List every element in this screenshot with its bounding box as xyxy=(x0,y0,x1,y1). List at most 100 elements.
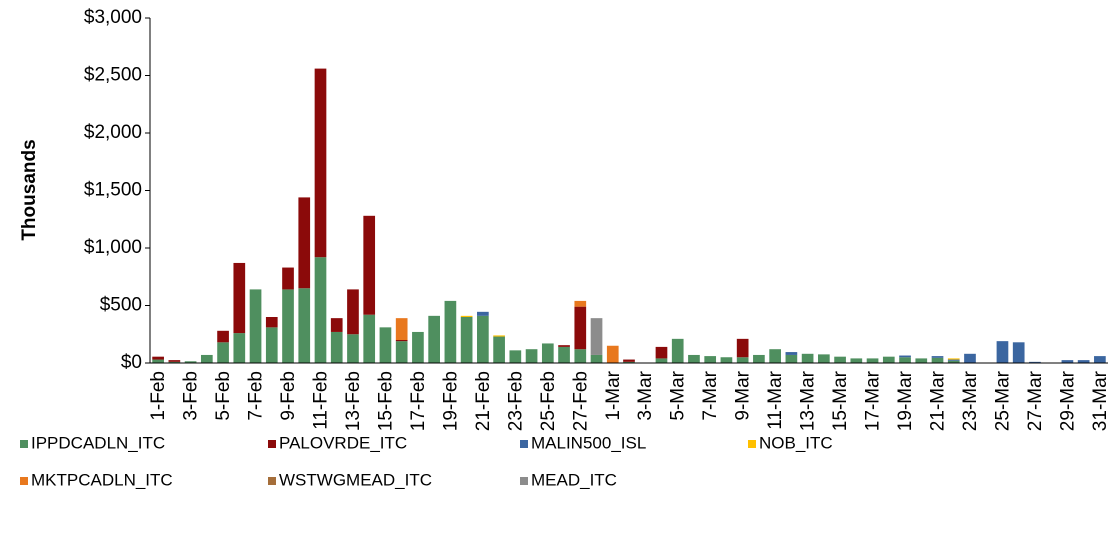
bar-segment xyxy=(412,331,424,363)
y-tick-label: $0 xyxy=(121,352,142,373)
bar-segment xyxy=(899,357,911,363)
x-tick-label: 1-Mar xyxy=(603,370,624,420)
x-tick-label: 25-Feb xyxy=(538,371,559,431)
x-tick-label: 23-Feb xyxy=(505,371,526,431)
legend-label: NOB_ITC xyxy=(759,433,833,452)
legend-label: IPPDCADLN_ITC xyxy=(31,433,165,452)
bar-segment xyxy=(265,317,278,328)
x-tick-label: 23-Mar xyxy=(960,370,981,431)
bar-segment xyxy=(736,338,749,358)
bar-segment xyxy=(996,341,1009,363)
bar-segment xyxy=(493,335,505,337)
bar-segment xyxy=(298,197,311,289)
x-tick-label: 25-Mar xyxy=(992,370,1013,431)
bar-segment xyxy=(152,359,164,363)
x-tick-label: 11-Feb xyxy=(310,371,331,430)
bar-segment xyxy=(460,317,473,363)
bar-segment xyxy=(558,345,570,347)
y-tick-label: $500 xyxy=(100,295,142,316)
bar-segment xyxy=(168,361,181,363)
bar-segment xyxy=(574,306,587,350)
bar-segment xyxy=(623,359,635,362)
x-tick-label: 7-Feb xyxy=(246,371,267,421)
bar-segment xyxy=(850,358,863,363)
bar-segment xyxy=(347,289,359,335)
bar-segment xyxy=(655,346,668,359)
y-tick-label: $3,000 xyxy=(84,7,142,28)
bar-segment xyxy=(282,267,294,290)
legend-label: MKTPCADLN_ITC xyxy=(31,470,173,489)
x-tick-label: 19-Mar xyxy=(895,370,916,431)
bar-segment xyxy=(363,215,376,315)
bar-segment xyxy=(558,346,570,363)
bar-segment xyxy=(606,345,619,363)
y-tick-label: $1,500 xyxy=(84,180,142,201)
bar-segment xyxy=(785,354,798,363)
x-tick-label: 17-Mar xyxy=(863,370,884,431)
bar-segment xyxy=(1077,360,1090,363)
x-tick-label: 21-Mar xyxy=(928,370,949,431)
x-tick-label: 1-Feb xyxy=(148,371,169,421)
legend-swatch xyxy=(748,440,756,448)
x-tick-label: 13-Feb xyxy=(343,371,364,431)
bar-segment xyxy=(314,257,327,363)
bar-segment xyxy=(249,289,262,363)
bar-segment xyxy=(736,357,749,363)
x-tick-label: 27-Feb xyxy=(570,371,591,431)
y-axis-title: Thousands xyxy=(19,139,40,240)
bar-segment xyxy=(947,358,960,360)
bar-segment xyxy=(363,314,376,363)
bar-segment xyxy=(688,354,700,363)
bar-segment xyxy=(947,359,960,361)
bar-segment xyxy=(282,289,294,363)
bar-segment xyxy=(1061,360,1074,363)
bar-segment xyxy=(704,356,717,363)
legend-label: PALOVRDE_ITC xyxy=(279,433,407,452)
bar-segment xyxy=(395,318,408,340)
legend-swatch xyxy=(268,440,276,448)
bar-segment xyxy=(152,356,164,360)
x-tick-label: 17-Feb xyxy=(408,371,429,431)
x-tick-label: 3-Feb xyxy=(181,371,202,421)
bar-segment xyxy=(541,343,554,363)
bar-segment xyxy=(834,356,846,363)
bar-segment xyxy=(1094,356,1106,363)
legend-label: MALIN500_ISL xyxy=(531,433,646,452)
x-tick-label: 5-Mar xyxy=(668,370,689,420)
bar-segment xyxy=(671,338,684,363)
bar-segment xyxy=(818,354,830,363)
bar-segment xyxy=(314,68,327,258)
bar-segment xyxy=(915,358,928,363)
bar-segment xyxy=(720,357,733,363)
x-tick-label: 9-Feb xyxy=(278,371,299,421)
bar-segment xyxy=(753,354,765,363)
bar-segment xyxy=(964,353,976,363)
bar-segment xyxy=(1012,342,1025,363)
bar-segment xyxy=(590,318,603,355)
bar-segment xyxy=(379,327,392,363)
x-tick-label: 27-Mar xyxy=(1025,370,1046,431)
x-tick-label: 11-Mar xyxy=(765,370,786,429)
bar-segment xyxy=(330,331,343,363)
legend-swatch xyxy=(520,440,528,448)
bar-segment xyxy=(330,318,343,332)
bar-segment xyxy=(931,356,944,358)
bar-segment xyxy=(428,315,440,363)
bar-segment xyxy=(623,361,635,363)
bar-segment xyxy=(233,262,246,334)
bar-segment xyxy=(882,356,895,363)
y-tick-label: $1,000 xyxy=(84,237,142,258)
y-tick-label: $2,000 xyxy=(84,122,142,143)
bar-segment xyxy=(509,350,522,363)
x-tick-label: 15-Mar xyxy=(830,370,851,431)
legend-swatch xyxy=(268,477,276,485)
bar-segment xyxy=(590,354,603,363)
x-tick-label: 31-Mar xyxy=(1090,370,1111,431)
bar-segment xyxy=(395,341,408,363)
legend-swatch xyxy=(520,477,528,485)
bar-segment xyxy=(655,358,668,363)
bar-segment xyxy=(168,360,181,362)
x-tick-label: 5-Feb xyxy=(213,371,234,421)
x-tick-label: 13-Mar xyxy=(798,370,819,431)
